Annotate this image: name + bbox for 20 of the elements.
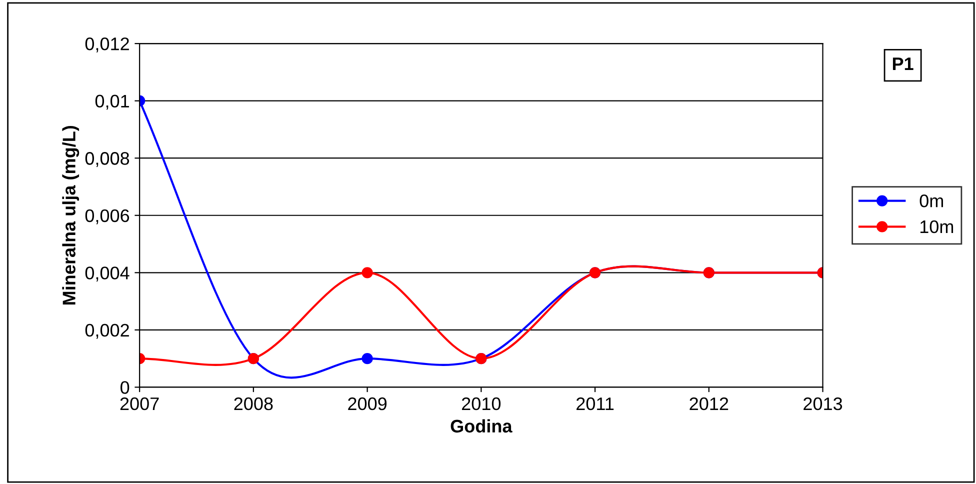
x-tick-label: 2011 bbox=[576, 397, 614, 410]
legend-label: 0m bbox=[920, 194, 943, 208]
x-axis-title: Godina bbox=[450, 419, 512, 433]
x-tick-label: 2013 bbox=[804, 397, 842, 410]
x-tick-label: 2012 bbox=[690, 397, 728, 410]
y-tick-label: 0,012 bbox=[85, 37, 129, 52]
y-axis-title: Mineralna ulja (mg/L) bbox=[62, 126, 80, 304]
x-tick-label: 2007 bbox=[120, 397, 159, 410]
x-tick-label: 2010 bbox=[462, 397, 501, 410]
y-tick-label: 0,002 bbox=[85, 324, 129, 339]
y-tick-label: 0,006 bbox=[85, 209, 130, 224]
x-tick-label: 2009 bbox=[348, 397, 387, 410]
text: P1 bbox=[892, 58, 914, 70]
y-tick-label: 0,01 bbox=[95, 94, 129, 110]
y-tick-label: 0 bbox=[120, 381, 130, 394]
legend-label: 10m bbox=[920, 220, 954, 234]
y-tick-label: 0,008 bbox=[85, 152, 130, 167]
point bbox=[362, 267, 373, 278]
x-tick-label: 2008 bbox=[234, 397, 273, 410]
y-tick-label: 0,004 bbox=[85, 266, 130, 282]
